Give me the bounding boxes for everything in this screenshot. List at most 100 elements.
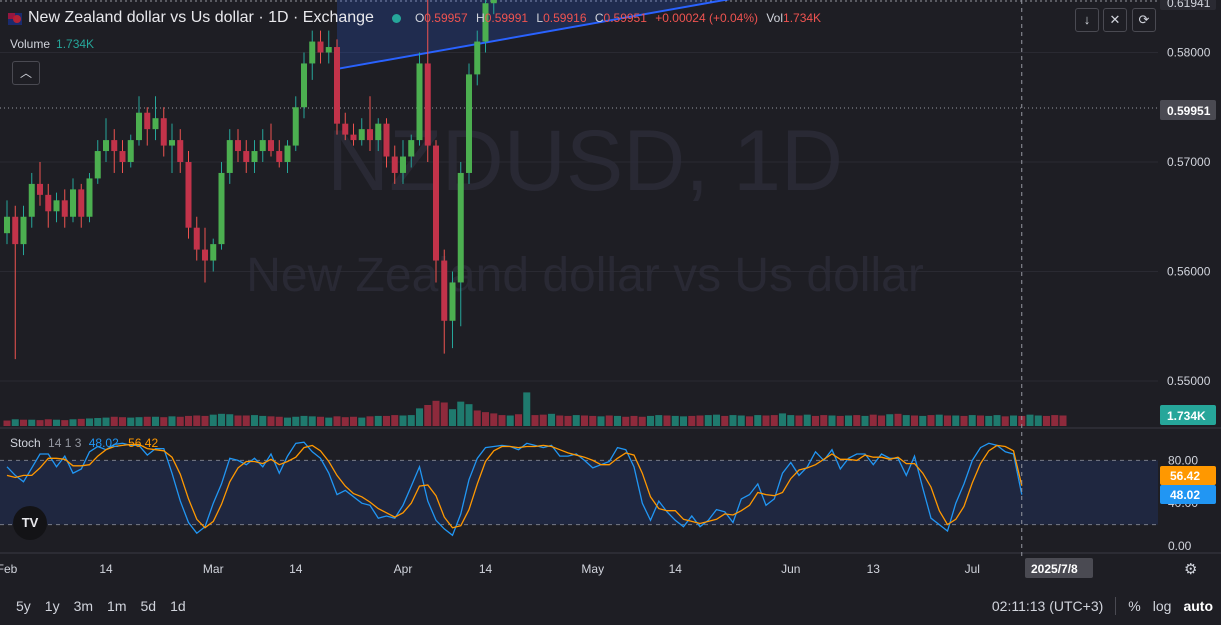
candle-body — [111, 140, 118, 152]
volume-bar — [696, 415, 704, 426]
volume-bar — [779, 413, 786, 426]
range-5d[interactable]: 5d — [140, 598, 157, 614]
candle-body — [152, 118, 159, 130]
volume-bar — [647, 415, 654, 426]
candle-body — [268, 140, 274, 152]
time-tick-label: 13 — [867, 562, 881, 576]
volume-bar — [977, 415, 984, 426]
volume-bar — [226, 414, 234, 426]
watermark-name: New Zealand dollar vs Us dollar — [246, 249, 924, 302]
volume-bar — [110, 416, 118, 426]
volume-bar — [1059, 415, 1067, 426]
range-3m[interactable]: 3m — [73, 598, 94, 614]
stochastic-pane — [0, 441, 1158, 537]
price-top-badge-bg — [1160, 0, 1216, 10]
stoch-k-badge-bg — [1160, 485, 1216, 504]
stoch-d-badge-bg — [1160, 466, 1216, 485]
stoch-k-badge: 48.02 — [1170, 488, 1200, 502]
candle-body — [400, 156, 406, 173]
candle-body — [144, 112, 151, 130]
candle-body — [37, 183, 43, 195]
high-value: 0.59991 — [484, 11, 529, 25]
volume-bar — [605, 415, 613, 426]
time-tick-label: Mar — [203, 562, 224, 576]
volume-bar — [185, 415, 192, 426]
candle-body — [12, 216, 19, 245]
range-1d[interactable]: 1d — [170, 598, 186, 614]
time-tick-label: May — [581, 562, 604, 576]
log-toggle[interactable]: log — [1152, 598, 1172, 614]
volume-bar — [622, 416, 630, 426]
candle-body — [20, 216, 27, 245]
volume-bar — [1001, 416, 1009, 426]
candle-body — [70, 189, 76, 217]
tradingview-logo-icon[interactable]: TV — [13, 506, 47, 540]
volume-bar — [845, 415, 852, 426]
close-value: 0.59951 — [603, 11, 647, 25]
volume-legend-value: 1.734K — [56, 37, 95, 51]
candle-body — [127, 140, 134, 162]
volume-bar — [160, 417, 168, 426]
volume-bar — [242, 415, 250, 426]
candle-body — [367, 129, 373, 141]
volume-bar — [993, 415, 1001, 426]
candle-body — [45, 194, 52, 212]
change-value: +0.00024 (+0.04%) — [655, 11, 758, 25]
auto-toggle[interactable]: auto — [1183, 598, 1213, 614]
range-1y[interactable]: 1y — [44, 598, 60, 614]
candle-body — [301, 63, 307, 108]
time-tick-label: Apr — [394, 562, 413, 576]
volume-bar — [86, 418, 93, 426]
candle-body — [53, 200, 60, 212]
volume-bar — [465, 404, 473, 426]
volume-bar — [506, 415, 514, 426]
candle-body — [325, 47, 332, 53]
volume-bar — [853, 415, 861, 426]
chart-header: New Zealand dollar vs Us dollar · 1D · E… — [8, 6, 826, 30]
time-tick-label: 14 — [289, 562, 303, 576]
candle-body — [28, 183, 35, 217]
range-5y[interactable]: 5y — [16, 598, 31, 614]
volume-bar — [11, 419, 19, 426]
volume-bar — [284, 417, 291, 426]
stoch-d-badge: 56.42 — [1170, 469, 1200, 483]
volume-legend-label: Volume — [10, 37, 51, 51]
collapse-pane-icon[interactable]: ✕ — [1103, 8, 1127, 32]
regression-channel[interactable] — [336, 0, 1137, 70]
volume-bar — [1018, 415, 1026, 426]
volume-bar — [366, 416, 374, 426]
crosshair-date-badge: 2025/7/8 — [1031, 562, 1078, 576]
volume-bar — [812, 415, 819, 426]
volume-bar — [581, 415, 588, 426]
volume-bar — [795, 415, 803, 426]
symbol-title[interactable]: New Zealand dollar vs Us dollar · 1D · E… — [28, 9, 374, 26]
volume-bar — [127, 417, 135, 426]
volume-bar — [713, 414, 720, 426]
scroll-down-icon[interactable]: ↓ — [1075, 8, 1099, 32]
candle-body — [309, 41, 316, 64]
volume-bar — [688, 415, 696, 426]
axis-badges: 0.61941 0.59951 1.734K 56.42 48.02 2025/… — [1025, 0, 1216, 578]
low-key: L — [536, 11, 544, 25]
currency-flag-icon — [8, 12, 22, 25]
range-1m[interactable]: 1m — [107, 598, 127, 614]
settings-gear-icon[interactable]: ⚙ — [1184, 561, 1198, 578]
volume-bar — [391, 415, 399, 426]
channel-lower-line — [336, 0, 731, 70]
volume-bar — [308, 416, 316, 426]
candle-body — [193, 227, 200, 250]
clock[interactable]: 02:11:13 (UTC+3) — [991, 598, 1104, 614]
volume-bar — [638, 416, 646, 426]
maximize-pane-icon[interactable]: ⟳ — [1132, 8, 1156, 32]
price-top-badge: 0.61941 — [1167, 0, 1211, 10]
volume-bar — [911, 415, 918, 426]
volume-bar — [746, 416, 753, 426]
last-price-badge-bg — [1160, 100, 1216, 120]
collapse-legend-button[interactable]: ︿ — [12, 61, 40, 85]
volume-bar — [457, 401, 465, 426]
candle-body — [391, 156, 398, 173]
percent-toggle[interactable]: % — [1128, 598, 1141, 614]
volume-bar — [490, 413, 498, 426]
candle-body — [334, 47, 340, 124]
